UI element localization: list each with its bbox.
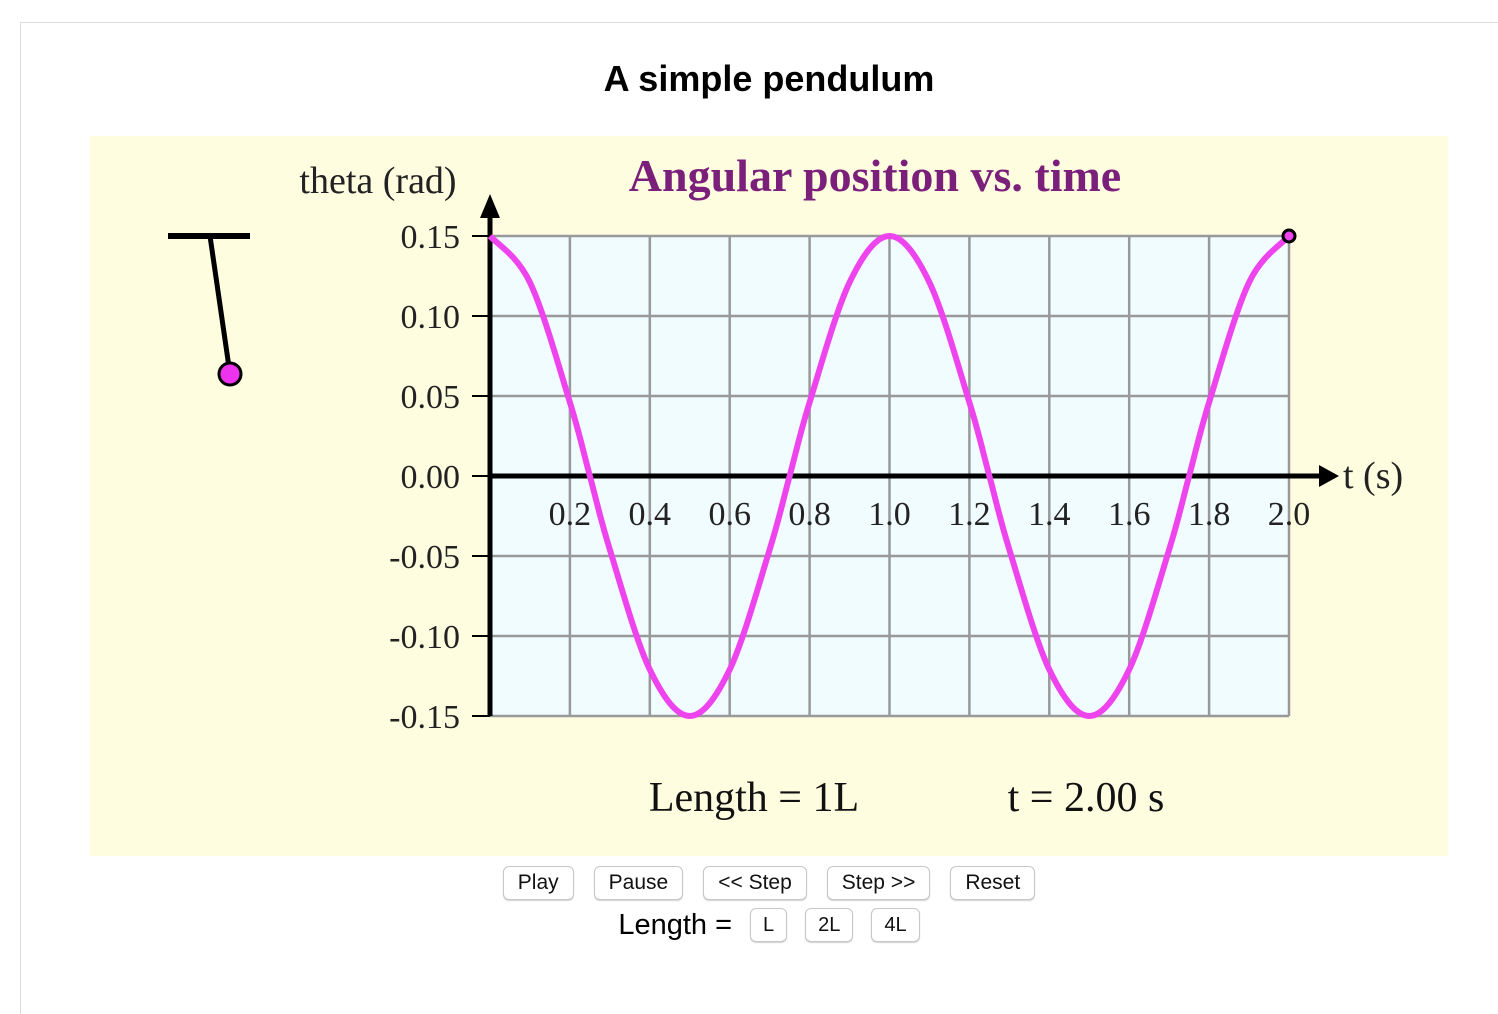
chart-tick-labels: 0.15 0.10 0.05 0.00 -0.05 -0.10 -0.15 0.2 0.4 0.6… <box>389 219 1310 736</box>
data-point <box>1168 549 1170 551</box>
data-point <box>489 235 491 237</box>
data-point <box>1128 669 1130 671</box>
time-readout: t = 2.00 s <box>1008 775 1165 821</box>
data-point <box>729 669 731 671</box>
data-point <box>1048 669 1050 671</box>
data-point <box>589 475 591 477</box>
x-axis-arrow <box>1319 465 1339 487</box>
x-tick-label: 0.2 <box>549 496 592 533</box>
data-point <box>1008 549 1010 551</box>
x-tick-label: 0.4 <box>629 496 672 533</box>
x-tick-label: 1.2 <box>948 496 991 533</box>
reset-button[interactable]: Reset <box>950 866 1036 900</box>
data-point <box>849 281 851 283</box>
y-tick-label: -0.05 <box>389 539 460 576</box>
y-tick-label: 0.10 <box>401 299 461 336</box>
y-tick-label: -0.15 <box>389 699 460 736</box>
x-tick-label: 0.8 <box>788 496 831 533</box>
length-2l-button[interactable]: 2L <box>805 908 854 942</box>
data-point <box>809 401 811 403</box>
data-point <box>988 475 990 477</box>
length-l-button[interactable]: L <box>750 908 788 942</box>
data-point <box>789 475 791 477</box>
y-axis-label: theta (rad) <box>299 160 456 202</box>
data-point <box>1088 715 1090 717</box>
length-label: Length = <box>618 908 733 941</box>
data-point <box>769 549 771 551</box>
data-point <box>928 281 930 283</box>
playback-controls: Play Pause << Step Step >> Reset <box>0 866 1498 900</box>
pendulum-rod <box>207 235 233 375</box>
x-axis-label: t (s) <box>1343 455 1403 497</box>
y-tick-label: 0.00 <box>401 459 461 496</box>
step-forward-button[interactable]: Step >> <box>826 866 931 900</box>
data-point <box>1188 475 1190 477</box>
data-point <box>889 235 891 237</box>
play-button[interactable]: Play <box>502 866 574 900</box>
y-tick-label: 0.15 <box>401 219 461 256</box>
data-point <box>569 401 571 403</box>
length-readout: Length = 1L <box>649 775 859 821</box>
simulation-canvas: 0.15 0.10 0.05 0.00 -0.05 -0.10 -0.15 0.2 0.4 0.6… <box>168 150 1403 821</box>
pendulum-bob <box>217 361 243 387</box>
chart: 0.15 0.10 0.05 0.00 -0.05 -0.10 -0.15 0.2 0.4 0.6… <box>299 150 1403 736</box>
x-tick-label: 1.8 <box>1188 496 1231 533</box>
data-point <box>1208 401 1210 403</box>
data-point <box>649 669 651 671</box>
y-axis-arrow <box>480 194 500 218</box>
x-tick-label: 1.4 <box>1028 496 1071 533</box>
y-tick-label: 0.05 <box>401 379 461 416</box>
data-point <box>1248 281 1250 283</box>
x-tick-label: 2.0 <box>1268 496 1311 533</box>
data-point <box>689 715 691 717</box>
data-point <box>609 549 611 551</box>
y-tick-label: -0.10 <box>389 619 460 656</box>
pause-button[interactable]: Pause <box>593 866 684 900</box>
chart-title: Angular position vs. time <box>629 150 1121 201</box>
x-tick-label: 0.6 <box>708 496 751 533</box>
series-line-theta <box>487 233 1292 719</box>
x-tick-label: 1.0 <box>868 496 911 533</box>
simulation-panel: 0.15 0.10 0.05 0.00 -0.05 -0.10 -0.15 0.2 0.4 0.6… <box>90 136 1448 856</box>
step-back-button[interactable]: << Step <box>703 866 807 900</box>
pendulum <box>168 233 250 387</box>
app-frame <box>20 22 1498 1014</box>
length-4l-button[interactable]: 4L <box>871 908 920 942</box>
data-point <box>968 401 970 403</box>
data-point <box>529 281 531 283</box>
page-title: A simple pendulum <box>603 58 935 99</box>
current-time-marker <box>1281 228 1297 244</box>
length-controls: Length = L 2L 4L <box>0 908 1498 942</box>
x-tick-label: 1.6 <box>1108 496 1151 533</box>
